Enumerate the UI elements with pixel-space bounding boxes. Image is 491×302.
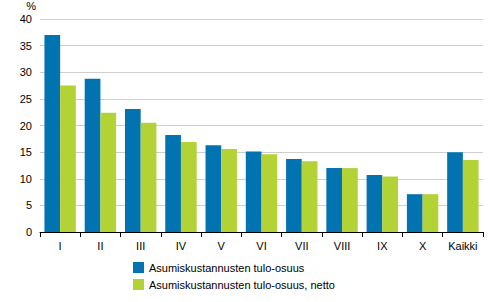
svg-text:20: 20 <box>20 120 32 132</box>
svg-text:VII: VII <box>295 240 308 252</box>
svg-text:VIII: VIII <box>334 240 351 252</box>
svg-text:Kaikki: Kaikki <box>448 240 477 252</box>
svg-text:Asumiskustannusten tulo-osuus: Asumiskustannusten tulo-osuus <box>149 262 305 274</box>
svg-text:I: I <box>59 240 62 252</box>
svg-text:%: % <box>26 0 36 12</box>
svg-text:V: V <box>218 240 226 252</box>
svg-text:II: II <box>97 240 103 252</box>
svg-text:X: X <box>419 240 427 252</box>
svg-text:15: 15 <box>20 146 32 158</box>
svg-text:25: 25 <box>20 93 32 105</box>
svg-text:IX: IX <box>377 240 388 252</box>
svg-text:III: III <box>136 240 145 252</box>
svg-text:IV: IV <box>176 240 187 252</box>
svg-text:40: 40 <box>20 13 32 25</box>
svg-text:5: 5 <box>26 199 32 211</box>
svg-text:VI: VI <box>256 240 266 252</box>
svg-text:0: 0 <box>26 226 32 238</box>
svg-text:35: 35 <box>20 40 32 52</box>
svg-text:Asumiskustannusten tulo-osuus,: Asumiskustannusten tulo-osuus, netto <box>149 279 335 291</box>
svg-text:10: 10 <box>20 173 32 185</box>
svg-text:30: 30 <box>20 66 32 78</box>
